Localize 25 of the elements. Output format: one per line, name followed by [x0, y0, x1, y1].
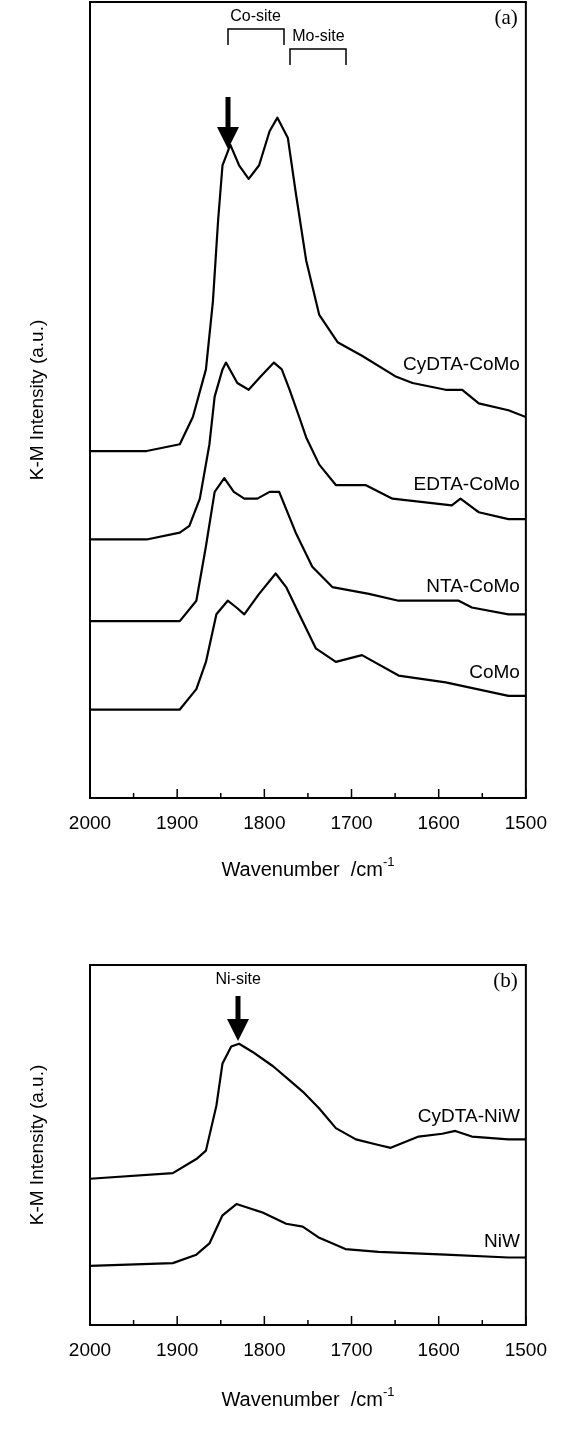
- series-label: EDTA-CoMo: [413, 473, 520, 495]
- series-label: NiW: [483, 1230, 520, 1252]
- x-tick-label: 1800: [243, 1338, 286, 1360]
- x-tick-label: 1800: [243, 811, 286, 833]
- x-tick-label: 1900: [156, 811, 199, 833]
- text: (a): [494, 5, 518, 30]
- y-axis-title: K-M Intensity (a.u.): [26, 319, 48, 481]
- x-tick-label: 1900: [156, 1338, 199, 1360]
- text: (b): [493, 968, 518, 993]
- x-tick-label: 2000: [68, 1338, 112, 1360]
- y-axis-title: K-M Intensity (a.u.): [26, 1064, 48, 1226]
- x-tick-label: 1600: [417, 811, 460, 833]
- text: Mo-site: [292, 27, 345, 45]
- series-label: CoMo: [469, 661, 520, 683]
- series-label: CyDTA-NiW: [417, 1105, 520, 1127]
- x-tick-label: 1500: [504, 1338, 548, 1360]
- x-tick-label: 1600: [417, 1338, 460, 1360]
- x-tick-label: 1500: [504, 811, 548, 833]
- text: Co-site: [230, 7, 282, 25]
- x-tick-label: 2000: [68, 811, 112, 833]
- series-label: NTA-CoMo: [426, 574, 520, 596]
- x-tick-label: 1700: [330, 811, 373, 833]
- series-label: CyDTA-CoMo: [403, 353, 520, 375]
- text: Ni-site: [215, 970, 261, 988]
- x-tick-label: 1700: [330, 1338, 373, 1360]
